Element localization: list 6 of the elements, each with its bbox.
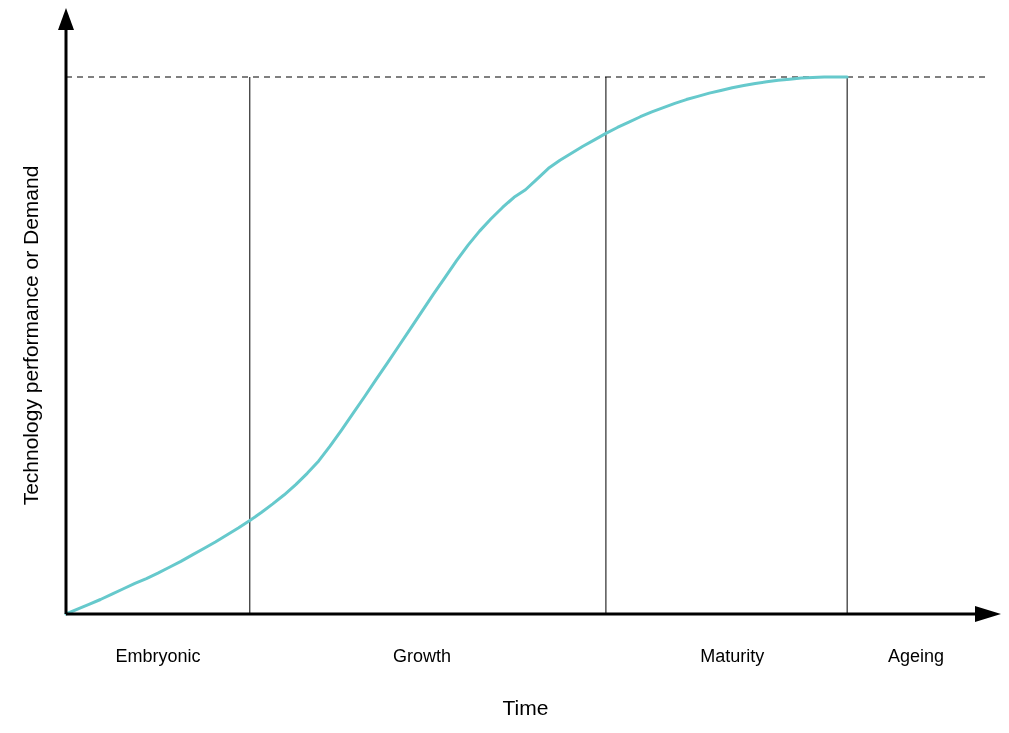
x-tick-label: Growth [393, 646, 452, 666]
x-tick-label: Maturity [700, 646, 765, 666]
x-tick-label: Ageing [888, 646, 945, 666]
x-axis-title: Time [502, 696, 549, 719]
x-tick-label: Embryonic [115, 646, 201, 666]
y-axis-title: Technology performance or Demand [19, 165, 42, 506]
